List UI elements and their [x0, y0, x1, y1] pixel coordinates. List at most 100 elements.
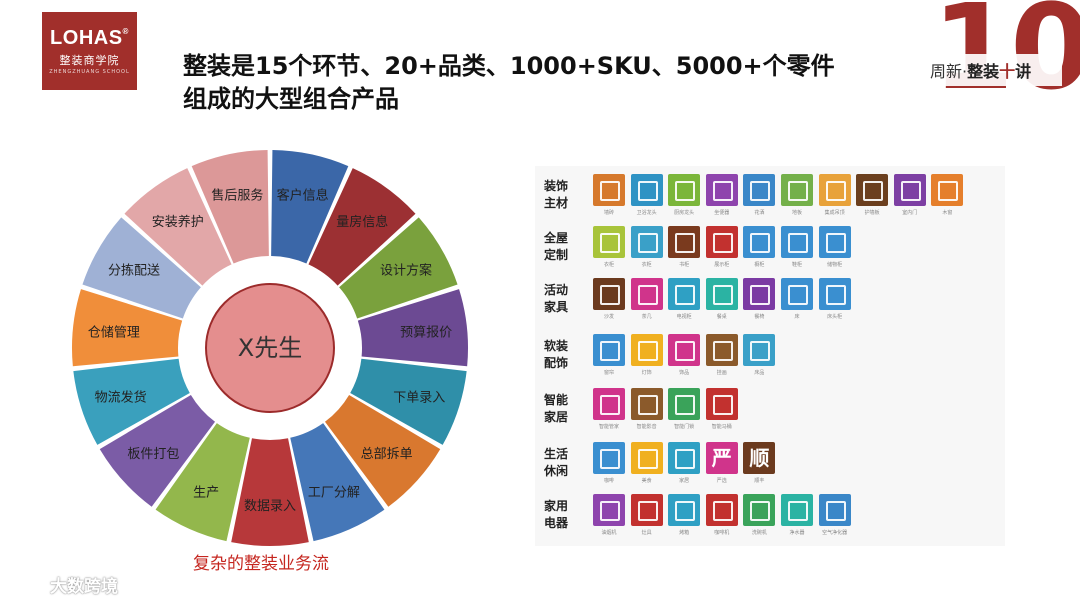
wheel-segment-label: 售后服务	[211, 187, 263, 203]
product-tile-icon: 顺	[743, 442, 776, 474]
product-tile-icon	[743, 334, 776, 366]
product-tile-caption: 家居	[679, 478, 690, 484]
product-tile-icon	[668, 278, 701, 310]
badge-caption-prefix: 周新·	[930, 62, 968, 81]
wheel-segment-13	[82, 217, 201, 319]
product-tile-caption: 墙砖	[603, 210, 614, 216]
product-tile-icon	[705, 334, 738, 366]
product-tile-caption: 饰品	[679, 370, 690, 376]
product-tile-caption: 餐椅	[754, 314, 765, 320]
watermark-text: 大数跨境	[50, 577, 118, 597]
product-tile-icon	[593, 334, 625, 366]
product-tile-caption: 空气净化器	[822, 530, 848, 536]
product-row: 生活休闲 咖啡 美食 家居 严严选 顺顺丰	[535, 442, 1005, 494]
brand-logo: LOHAS® 整装商学院 ZHENGZHUANG SCHOOL	[42, 12, 137, 90]
product-tile-caption: 智能门锁	[674, 424, 695, 430]
product-tile-caption: 沙发	[603, 314, 614, 320]
product-tile-icon	[818, 278, 851, 310]
product-tile-icon	[743, 494, 776, 526]
product-tile-icon	[818, 226, 851, 258]
logo-brand: LOHAS®	[42, 27, 137, 50]
wheel-segment-9	[155, 423, 250, 542]
wheel-segment-8	[231, 438, 309, 546]
product-tile-icon	[630, 494, 663, 526]
product-tile-icon	[781, 494, 813, 526]
wheel-center-circle	[205, 283, 335, 413]
product-tile-icon	[743, 174, 776, 206]
wheel-segment-5	[350, 358, 467, 445]
wheel-segment-4	[357, 289, 469, 367]
product-tile-icon	[630, 174, 663, 206]
wheel-center-label: X先生	[238, 334, 302, 362]
product-row: 软装配饰 窗帘 灯饰 饰品 挂画 床品	[535, 334, 1005, 386]
wheel-segment-label: 下单录入	[393, 391, 445, 406]
product-tile-caption: 集成吊顶	[824, 210, 845, 216]
product-row: 家用电器 油烟机 灶具 烤箱 咖啡机 洗碗机 净水器 空气净化器	[535, 494, 1005, 546]
title-line-1: 整装是15个环节、20+品类、1000+SKU、5000+个零件	[183, 52, 835, 80]
wheel-segment-1	[271, 150, 349, 264]
product-tile-icon	[743, 226, 776, 258]
product-tile-caption: 卫浴龙头	[636, 210, 657, 216]
product-tile-caption: 顺丰	[754, 478, 765, 484]
product-row: 活动家具 沙发 茶几 电视柜 餐桌 餐椅 床 床头柜	[535, 278, 1005, 330]
product-tile-caption: 花洒	[754, 210, 765, 216]
product-tile-caption: 床	[794, 314, 800, 320]
product-tile-icon	[630, 442, 663, 474]
wheel-segment-15	[191, 150, 269, 264]
product-tile-caption: 净水器	[789, 530, 805, 536]
product-tile-caption: 护墙板	[864, 210, 880, 216]
product-tile-caption: 咖啡机	[714, 530, 730, 536]
slide-title: 整装是15个环节、20+品类、1000+SKU、5000+个零件 组成的大型组合…	[183, 50, 835, 116]
wheel-segment-11	[73, 358, 190, 445]
product-tile-caption: 茶几	[641, 314, 652, 320]
watermark-logo-icon	[6, 577, 42, 593]
product-tile-caption: 智能影音	[636, 424, 657, 430]
product-tile-icon	[705, 388, 738, 420]
wheel-caption: 复杂的整装业务流	[193, 554, 329, 574]
product-tile-caption: 床头柜	[827, 314, 843, 320]
wheel-segment-label: 生产	[193, 485, 219, 500]
product-row-label: 装饰主材	[543, 179, 568, 210]
wheel-segment-14	[124, 168, 232, 286]
wheel-segment-6	[324, 394, 441, 507]
product-tile-icon	[705, 494, 738, 526]
product-row-label: 软装配饰	[543, 339, 568, 370]
product-tile-caption: 电视柜	[676, 314, 692, 320]
badge-caption-main: 整装	[967, 62, 1000, 81]
title-line-2: 组成的大型组合产品	[183, 85, 399, 113]
wheel-segment-2	[308, 168, 416, 286]
product-tile-caption: 厨房龙头	[674, 210, 695, 216]
product-tile-caption: 烤箱	[679, 530, 690, 536]
wheel-segment-label: 总部拆单	[361, 447, 413, 462]
product-tile-caption: 咖啡	[603, 478, 614, 484]
product-tile-caption: 室内门	[902, 210, 918, 216]
product-tile-caption: 书柜	[679, 262, 690, 268]
product-tile-caption: 地板	[791, 210, 802, 216]
wheel-segment-label: 数据录入	[244, 499, 296, 514]
product-tile-icon	[593, 442, 625, 474]
product-tile-caption: 储物柜	[827, 262, 843, 268]
product-tile-caption: 床品	[754, 370, 765, 376]
wheel-segment-label: 客户信息	[277, 187, 329, 203]
product-tile-icon	[593, 494, 625, 526]
product-tile-glyph: 顺	[749, 446, 770, 470]
product-tile-icon	[593, 174, 625, 206]
wheel-segment-label: 仓储管理	[88, 326, 140, 341]
product-tile-icon	[593, 226, 625, 258]
wheel-segment-label: 设计方案	[380, 263, 432, 279]
series-badge: 10 周新·整装十讲	[928, 0, 1080, 110]
product-row-label: 活动家具	[543, 283, 568, 314]
product-row-label: 全屋定制	[543, 231, 568, 262]
wheel-segment-label: 安装养护	[152, 214, 204, 230]
product-tile-icon	[630, 278, 663, 310]
product-row: 全屋定制 衣柜 衣柜 书柜 展示柜 橱柜 鞋柜 储物柜	[535, 226, 1005, 278]
product-tile-caption: 木窗	[942, 210, 953, 216]
product-tile-icon	[931, 174, 964, 206]
product-tile-icon	[630, 226, 663, 258]
product-tile-caption: 坐便器	[714, 210, 730, 216]
product-tile-icon	[593, 388, 625, 420]
badge-caption-ten: 十	[999, 62, 1016, 81]
wheel-segment-label: 板件打包	[127, 447, 179, 462]
product-tile-icon	[668, 494, 701, 526]
